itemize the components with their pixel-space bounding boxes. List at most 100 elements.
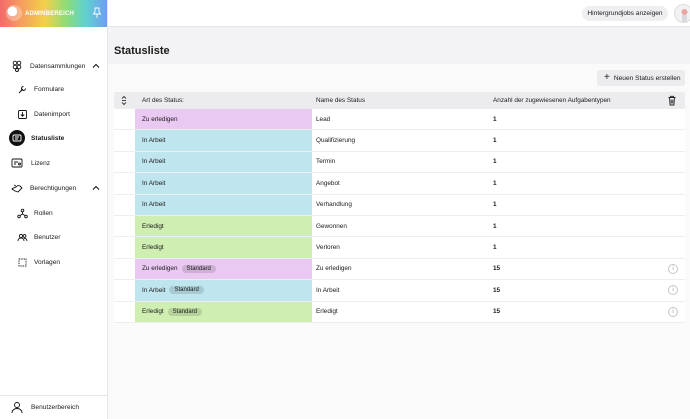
new-status-label: Neuen Status erstellen (613, 74, 681, 82)
table-row[interactable]: In Arbeit Verhandlung 1 (114, 194, 685, 216)
status-type-cell: Zu erledigen (135, 109, 312, 130)
table-row[interactable]: Erledigt Verloren 1 (114, 237, 685, 259)
table-header: Art des Status: Name des Status Anzahl d… (114, 92, 685, 109)
table-row[interactable]: In Arbeit Termin 1 (114, 151, 685, 174)
column-header-status-name: Name des Status (316, 97, 366, 104)
status-type-label: In Arbeit (142, 201, 166, 209)
status-type-label: Erledigt (142, 222, 164, 230)
status-name-cell: Verloren (316, 244, 340, 252)
roles-icon (16, 207, 28, 219)
status-name-cell: Lead (316, 115, 331, 123)
default-badge: Standard (167, 307, 203, 316)
task-count-cell: 1 (493, 137, 497, 145)
sidebar-item-berechtigungen[interactable]: Berechtigungen (0, 178, 107, 198)
sidebar-item-label: Lizenz (31, 159, 51, 167)
user-icon (11, 402, 23, 414)
table-row[interactable]: Erledigt Gewonnen 1 (114, 215, 685, 238)
task-count-cell: 1 (493, 179, 497, 187)
status-type-cell: In Arbeit Standard (135, 280, 312, 301)
status-type-cell: Zu erledigen Standard (135, 258, 312, 280)
table-body: Zu erledigen Lead 1 In Arbeit Qualifizierung… (114, 109, 685, 323)
table-row[interactable]: Zu erledigen Standard Zu erledigen 15 i (114, 258, 685, 281)
default-badge: Standard (181, 264, 216, 273)
info-icon[interactable]: i (668, 263, 678, 274)
status-type-cell: In Arbeit (135, 173, 312, 194)
status-name-cell: Termin (316, 158, 336, 166)
user-area-link[interactable]: Benutzerbereich (0, 395, 107, 419)
table-row[interactable]: In Arbeit Standard In Arbeit 15 i (114, 280, 685, 302)
task-count-cell: 1 (493, 201, 497, 209)
wrench-icon (16, 83, 28, 95)
default-badge: Standard (169, 286, 204, 295)
reorder-icon[interactable] (120, 95, 128, 106)
sidebar-item-label: Formulare (34, 85, 65, 93)
status-type-label: Zu erledigen (142, 265, 178, 273)
brand-header: ADMINBEREICH (0, 0, 107, 27)
license-icon (11, 157, 23, 169)
show-background-jobs-button[interactable]: Hintergrundjobs anzeigen (582, 6, 668, 21)
sidebar-item-lizenz[interactable]: Lizenz (0, 153, 107, 173)
status-list-icon (9, 130, 25, 146)
users-icon (16, 231, 28, 243)
task-count-cell: 15 (493, 308, 501, 316)
sidebar-item-label: Benutzer (34, 233, 61, 241)
status-type-cell: Erledigt (135, 237, 312, 258)
brand-title: ADMINBEREICH (25, 11, 75, 17)
task-count-cell: 1 (493, 244, 497, 252)
column-header-status-type: Art des Status: (142, 97, 184, 104)
sidebar-item-label: Statusliste (31, 134, 65, 142)
status-type-cell: Erledigt (135, 215, 312, 237)
column-header-task-count: Anzahl der zugewiesenen Aufgabentypen (493, 97, 611, 104)
table-row[interactable]: In Arbeit Qualifizierung 1 (114, 130, 685, 152)
permissions-icon (11, 182, 23, 194)
table-row[interactable]: Zu erledigen Lead 1 (114, 109, 685, 131)
avatar[interactable] (674, 4, 690, 23)
task-count-cell: 15 (493, 265, 501, 273)
sidebar: ADMINBEREICH Datensammlungen Formulare D… (0, 0, 108, 419)
sidebar-item-statusliste[interactable]: Statusliste (0, 128, 107, 148)
status-name-cell: Angebot (316, 179, 340, 187)
table-row[interactable]: In Arbeit Angebot 1 (114, 173, 685, 195)
task-count-cell: 15 (493, 286, 501, 294)
info-icon[interactable]: i (668, 306, 678, 317)
sidebar-item-datenimport[interactable]: Datenimport (0, 104, 107, 124)
pin-icon[interactable] (93, 7, 101, 19)
status-name-cell: In Arbeit (316, 286, 340, 294)
status-name-cell: Verhandlung (316, 201, 352, 209)
new-status-button[interactable]: + Neuen Status erstellen (597, 70, 685, 86)
sidebar-item-label: Datensammlungen (30, 62, 86, 70)
chevron-up-icon[interactable] (92, 184, 100, 192)
task-count-cell: 1 (493, 222, 497, 230)
top-bar: Hintergrundjobs anzeigen (108, 0, 690, 27)
status-type-label: In Arbeit (142, 158, 166, 166)
status-type-cell: In Arbeit (135, 151, 312, 173)
status-name-cell: Gewonnen (316, 222, 347, 230)
trash-icon[interactable] (667, 95, 677, 106)
status-type-label: In Arbeit (142, 179, 166, 187)
user-area-label: Benutzerbereich (31, 404, 80, 411)
task-count-cell: 1 (493, 115, 497, 123)
templates-icon (16, 256, 28, 268)
import-icon (16, 108, 28, 120)
table-row[interactable]: Erledigt Standard Erledigt 15 i (114, 301, 685, 323)
status-type-label: In Arbeit (142, 137, 166, 145)
info-icon[interactable]: i (668, 285, 678, 296)
sidebar-item-datensammlungen[interactable]: Datensammlungen (0, 56, 107, 76)
app-logo (6, 5, 22, 21)
status-name-cell: Qualifizierung (316, 137, 356, 145)
plus-icon: + (604, 72, 610, 83)
dataset-icon (11, 60, 23, 72)
sidebar-item-benutzer[interactable]: Benutzer (0, 227, 107, 247)
status-type-label: Erledigt (142, 244, 164, 252)
sidebar-item-vorlagen[interactable]: Vorlagen (0, 252, 107, 272)
status-type-cell: Erledigt Standard (135, 301, 312, 322)
sidebar-item-rollen[interactable]: Rollen (0, 203, 107, 223)
chevron-up-icon[interactable] (92, 62, 100, 70)
status-name-cell: Erledigt (316, 308, 338, 316)
status-type-cell: In Arbeit (135, 194, 312, 215)
sidebar-item-label: Rollen (34, 209, 53, 217)
sidebar-item-label: Datenimport (34, 110, 70, 118)
sidebar-item-formulare[interactable]: Formulare (0, 79, 107, 99)
page-title: Statusliste (114, 45, 170, 57)
sidebar-item-label: Berechtigungen (30, 184, 77, 192)
